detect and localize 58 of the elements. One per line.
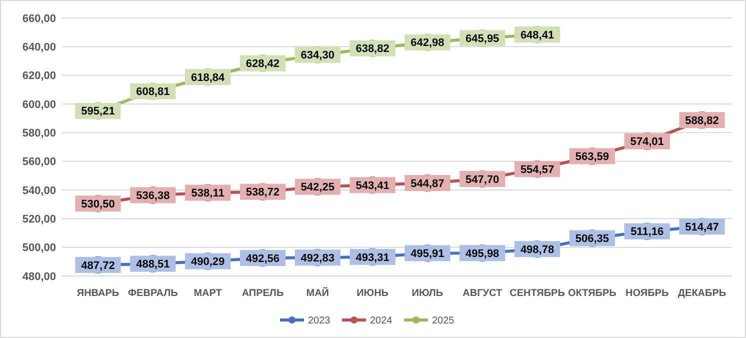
x-tick-label: ФЕВРАЛЬ [128,288,178,299]
y-tick-label: 560,00 [22,156,56,168]
y-tick-label: 580,00 [22,128,56,140]
data-label: 511,16 [630,226,664,238]
legend-label: 2023 [308,316,331,326]
data-label: 563,59 [575,151,610,164]
x-tick-label: АВГУСТ [462,288,502,299]
data-label: 542,25 [300,182,334,194]
data-label: 498,78 [520,244,554,256]
data-label: 514,47 [685,221,719,234]
x-tick-label: МАЙ [306,286,330,299]
data-label: 495,91 [410,248,444,260]
data-label: 642,98 [410,37,444,50]
data-label: 543,41 [356,180,390,192]
data-label: 493,31 [356,252,390,264]
data-label: 544,87 [410,178,444,190]
data-label: 495,98 [466,248,500,260]
legend-label: 2025 [432,316,455,326]
y-tick-label: 640,00 [22,42,56,54]
data-label: 588,82 [685,114,719,127]
data-label: 506,35 [575,233,610,246]
data-label: 547,70 [466,174,500,186]
x-tick-label: ЯНВАРЬ [76,288,120,299]
y-tick-label: 500,00 [22,242,56,254]
x-tick-label: ИЮНЬ [356,288,389,299]
data-label: 618,84 [190,72,226,84]
data-label: 492,83 [300,252,334,264]
y-tick-label: 480,00 [22,270,56,283]
data-label: 538,11 [191,188,224,200]
data-label: 608,81 [136,86,170,98]
data-label: 488,51 [136,258,170,271]
y-tick-label: 660,00 [22,12,56,25]
x-tick-label: МАРТ [194,288,222,299]
data-label: 487,72 [81,260,115,272]
data-label: 536,38 [136,190,170,202]
x-tick-label: ИЮЛЬ [412,288,444,299]
legend-label: 2024 [370,316,393,326]
data-label: 628,42 [246,58,280,70]
x-tick-label: СЕНТЯБРЬ [510,288,565,299]
x-tick-label: АПРЕЛЬ [242,288,284,299]
y-tick-label: 520,00 [22,214,56,226]
y-tick-label: 600,00 [22,98,56,111]
data-label: 554,57 [520,164,554,176]
data-label: 574,01 [630,136,664,148]
x-tick-label: ДЕКАБРЬ [678,288,726,299]
x-tick-label: НОЯБРЬ [626,288,669,299]
data-label: 530,50 [81,198,115,210]
data-label: 645,95 [466,32,500,45]
y-tick-label: 620,00 [22,70,56,82]
data-label: 638,82 [356,43,390,56]
data-label: 595,21 [81,106,115,118]
data-label: 634,30 [300,50,334,62]
x-tick-label: ОКТЯБРЬ [568,288,616,299]
y-tick-label: 540,00 [22,184,56,197]
data-label: 490,29 [190,256,225,268]
data-label: 538,72 [246,186,280,199]
data-label: 492,56 [246,252,280,265]
data-label: 648,41 [520,29,554,42]
